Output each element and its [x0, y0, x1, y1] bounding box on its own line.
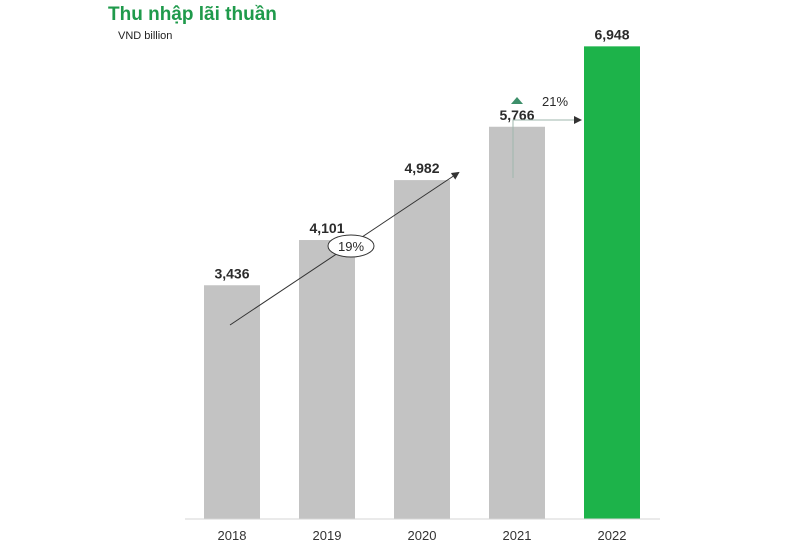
bar-2019 [299, 240, 355, 519]
x-tick-2020: 2020 [408, 528, 437, 543]
x-tick-2022: 2022 [598, 528, 627, 543]
yoy-label: 21% [542, 94, 568, 109]
x-tick-2021: 2021 [503, 528, 532, 543]
bar-2018 [204, 285, 260, 519]
value-label-2021: 5,766 [499, 107, 534, 123]
x-tick-group: 2018 2019 2020 2021 2022 [218, 528, 627, 543]
value-label-2022: 6,948 [594, 26, 629, 42]
value-label-group: 3,436 4,101 4,982 5,766 6,948 [214, 26, 629, 281]
cagr-label-ellipse [327, 234, 375, 258]
value-label-2019: 4,101 [309, 220, 344, 236]
yoy-connector-arrow [512, 116, 582, 178]
bar-2020 [394, 180, 450, 519]
chart-title: Thu nhập lãi thuần [108, 4, 277, 25]
value-label-2020: 4,982 [404, 160, 439, 176]
growth-up-icon [511, 97, 523, 104]
bar-group [204, 46, 640, 520]
x-tick-2018: 2018 [218, 528, 247, 543]
x-tick-2019: 2019 [313, 528, 342, 543]
chart-unit-label: VND billion [118, 30, 173, 42]
bar-2022 [584, 46, 640, 520]
cagr-label: 19% [338, 239, 364, 254]
value-label-2018: 3,436 [214, 265, 249, 281]
bar-2021 [489, 126, 545, 520]
